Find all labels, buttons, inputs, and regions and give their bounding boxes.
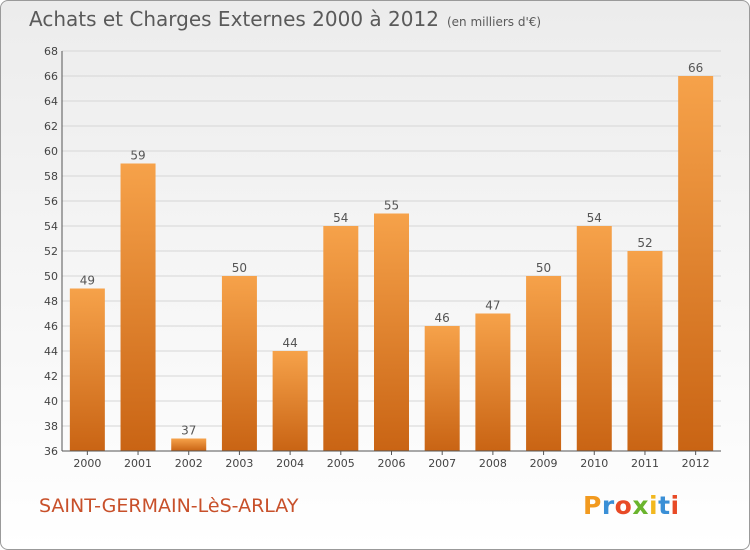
bar [323,226,359,451]
bar [120,163,156,451]
y-tick-label: 42 [44,370,58,383]
data-label: 49 [80,274,95,288]
y-tick-label: 36 [44,445,58,458]
data-label: 52 [637,236,652,250]
commune-name: SAINT-GERMAIN-LèS-ARLAY [39,495,299,517]
bar [678,76,714,451]
bar [475,313,511,451]
y-tick-label: 40 [44,395,58,408]
y-tick-label: 48 [44,295,58,308]
x-tick-label: 2008 [479,457,507,470]
chart-unit: (en milliers d'€) [446,15,542,29]
bar [272,351,308,451]
chart-title-text: Achats et Charges Externes 2000 à 2012 [29,7,439,31]
y-tick-label: 44 [44,345,58,358]
y-tick-label: 54 [44,220,58,233]
bar [171,438,207,451]
y-tick-label: 50 [44,270,58,283]
bar [627,251,663,451]
data-label: 47 [485,299,500,313]
bar [424,326,460,451]
x-tick-label: 2003 [225,457,253,470]
x-tick-label: 2009 [530,457,558,470]
bar [69,288,105,451]
x-tick-label: 2011 [631,457,659,470]
x-tick-label: 2006 [378,457,406,470]
x-tick-label: 2010 [580,457,608,470]
y-tick-label: 64 [44,95,58,108]
bar [576,226,612,451]
data-label: 44 [282,336,297,350]
x-tick-label: 2012 [682,457,710,470]
data-label: 46 [435,311,450,325]
y-tick-label: 58 [44,170,58,183]
y-tick-label: 52 [44,245,58,258]
bar [374,213,409,451]
y-tick-label: 56 [44,195,58,208]
y-tick-label: 68 [44,45,58,58]
bar [221,276,257,451]
proxiti-logo: Proxiti [583,491,680,520]
data-label: 37 [181,424,196,438]
data-label: 50 [232,261,247,275]
chart-title: Achats et Charges Externes 2000 à 2012 (e… [29,7,541,31]
y-tick-label: 38 [44,420,58,433]
y-tick-label: 60 [44,145,58,158]
data-label: 66 [688,61,703,75]
y-tick-label: 62 [44,120,58,133]
data-label: 54 [333,211,348,225]
x-tick-label: 2000 [73,457,101,470]
x-tick-label: 2001 [124,457,152,470]
x-tick-label: 2007 [428,457,456,470]
data-label: 55 [384,199,399,213]
data-label: 59 [130,149,145,163]
y-tick-label: 66 [44,70,58,83]
data-label: 54 [587,211,602,225]
data-label: 50 [536,261,551,275]
x-tick-label: 2004 [276,457,304,470]
x-tick-label: 2002 [175,457,203,470]
x-tick-label: 2005 [327,457,355,470]
bar [526,276,562,451]
y-tick-label: 46 [44,320,58,333]
